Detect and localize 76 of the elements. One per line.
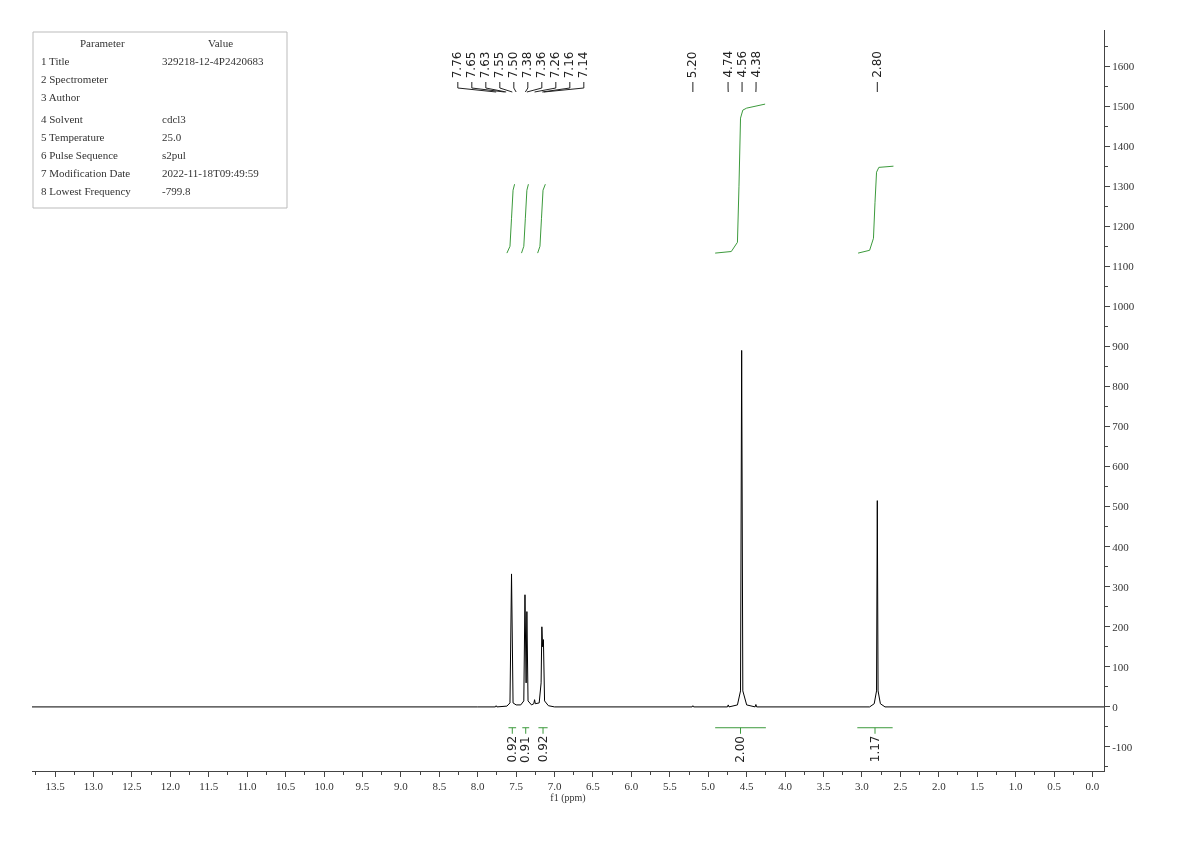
y-tick-label: 1200 <box>1112 220 1135 233</box>
x-tick-label: 5.0 <box>701 780 716 793</box>
x-tick-label: 8.5 <box>432 780 447 793</box>
annotation: 7.36 <box>534 51 549 79</box>
x-tick-label: 11.5 <box>199 780 219 793</box>
x-tick-label: 6.5 <box>586 780 601 793</box>
annotation: 1.17 <box>867 735 882 763</box>
y-tick-label: 1300 <box>1112 180 1135 193</box>
annotation: 4.56 <box>734 50 749 78</box>
x-tick-label: 10.0 <box>314 780 335 793</box>
annotation: 7.38 <box>520 51 535 79</box>
text: 1 Title 329218-12-4P2420683 <box>41 55 264 67</box>
annotation: 7.76 <box>450 51 465 79</box>
y-tick-label: 900 <box>1112 340 1130 353</box>
annotation: 0.91 <box>518 736 533 763</box>
x-tick-label: 12.0 <box>160 780 181 793</box>
x-tick-label: 5.5 <box>662 780 678 793</box>
annotation: 7.50 <box>506 51 521 79</box>
text: Parameter Value <box>80 37 234 49</box>
x-tick-label: 11.0 <box>237 780 258 793</box>
y-tick-label: 1400 <box>1112 140 1135 153</box>
text: 6 Pulse Sequence s2pul <box>41 149 186 161</box>
x-tick-label: 1.0 <box>1008 780 1024 793</box>
x-tick-label: 3.0 <box>855 780 870 793</box>
y-tick-label: 1000 <box>1112 300 1135 313</box>
x-tick-label: 4.5 <box>739 780 755 793</box>
y-tick-label: 200 <box>1112 620 1130 633</box>
y-tick-label: 100 <box>1112 660 1130 673</box>
y-tick-label: 1600 <box>1112 59 1135 72</box>
y-tick-label: 1100 <box>1112 260 1135 273</box>
text: 5 Temperature 25.0 <box>41 131 182 143</box>
annotation: 4.74 <box>720 50 735 78</box>
x-tick-label: 7.0 <box>547 780 562 793</box>
y-tick-label: 300 <box>1112 580 1130 593</box>
annotation: 5.20 <box>685 51 700 79</box>
annotation: 7.26 <box>548 51 563 79</box>
y-tick-label: 800 <box>1112 380 1130 393</box>
x-tick-label: 10.5 <box>275 780 296 793</box>
x-tick-label: 9.5 <box>355 780 370 793</box>
annotation: 7.16 <box>562 51 577 79</box>
text: 8 Lowest Frequency -799.8 <box>41 185 191 197</box>
annotation: 7.63 <box>478 51 493 79</box>
annotation: 7.65 <box>464 51 479 79</box>
x-tick-label: 8.0 <box>470 780 486 793</box>
x-tick-label: 3.5 <box>816 780 831 793</box>
x-tick-label: 13.5 <box>45 780 66 793</box>
annotation: 3 Author <box>41 91 81 103</box>
y-tick-label: 700 <box>1112 420 1130 433</box>
x-tick-label: 7.5 <box>509 780 524 793</box>
x-tick-label: 2.0 <box>931 780 947 793</box>
x-tick-label: 4.0 <box>778 780 793 793</box>
y-tick-label: 600 <box>1112 460 1130 473</box>
x-tick-label: 9.0 <box>393 780 409 793</box>
annotation: 2.80 <box>869 51 884 78</box>
x-tick-label: 1.5 <box>970 780 985 793</box>
y-tick-label: -100 <box>1112 740 1133 753</box>
y-tick-label: 0 <box>1112 700 1119 713</box>
x-tick-label: 0.0 <box>1085 780 1100 793</box>
x-axis-title: f1 (ppm) <box>550 792 586 805</box>
text: 7 Modification Date 2022-11-18T09:49:59 <box>41 167 259 179</box>
y-tick-label: 400 <box>1112 540 1130 553</box>
x-tick-label: 2.5 <box>893 780 908 793</box>
annotation: 0.92 <box>535 735 550 763</box>
annotation: 2.00 <box>733 736 748 763</box>
x-tick-label: 12.5 <box>122 780 143 793</box>
annotation: 2 Spectrometer <box>41 73 109 85</box>
annotation: 0.92 <box>505 735 520 763</box>
x-tick-label: 13.0 <box>83 780 104 793</box>
y-tick-label: 500 <box>1112 500 1130 513</box>
text: 4 Solvent cdcl3 <box>41 113 186 125</box>
x-tick-label: 6.0 <box>624 780 639 793</box>
annotation: 7.55 <box>492 51 507 79</box>
x-tick-label: 0.5 <box>1047 780 1062 793</box>
y-tick-label: 1500 <box>1112 99 1135 112</box>
annotation: 7.14 <box>576 51 591 79</box>
annotation: 4.38 <box>748 50 763 78</box>
